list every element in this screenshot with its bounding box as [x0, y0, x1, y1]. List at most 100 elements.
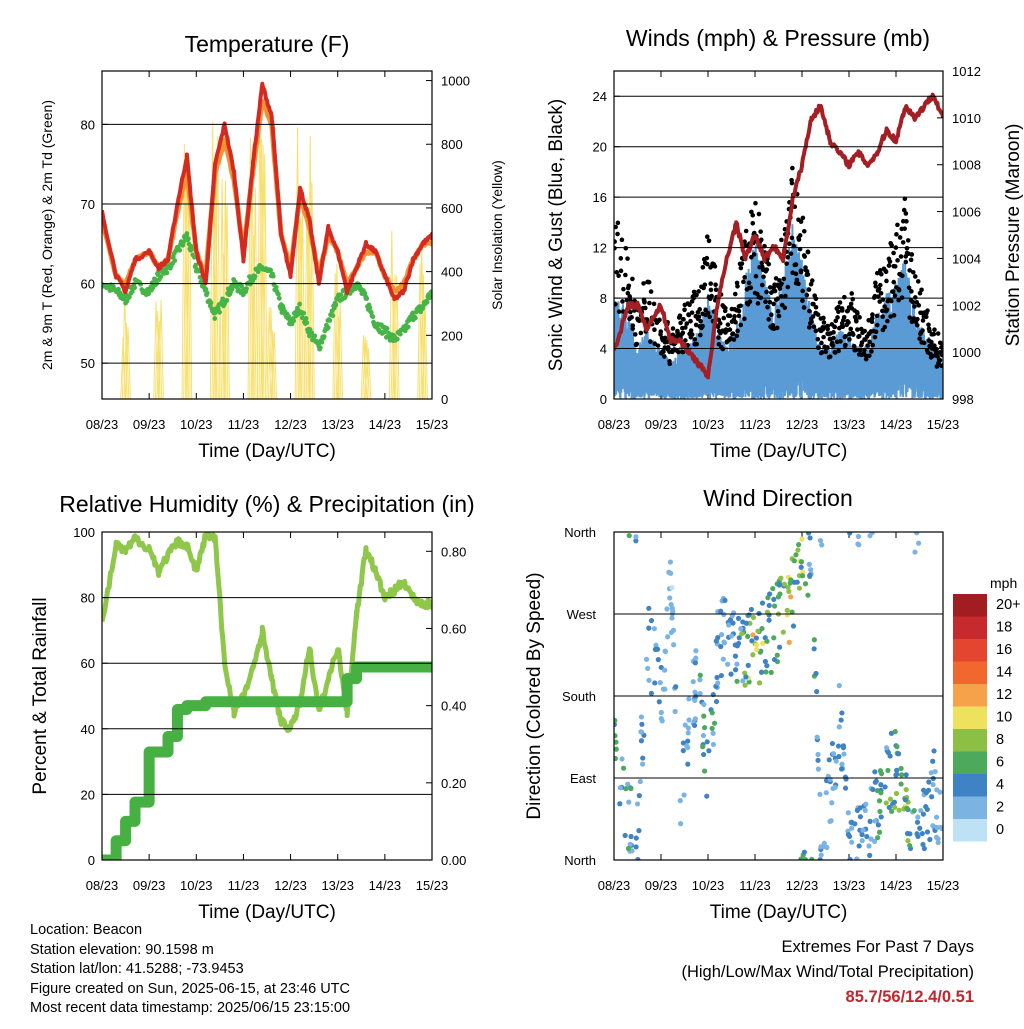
direction-point — [733, 667, 739, 673]
gust-point — [708, 281, 714, 286]
gust-point — [855, 327, 860, 332]
direction-point — [668, 629, 674, 636]
y2-tick-label: 998 — [952, 392, 974, 407]
direction-point — [931, 748, 937, 754]
direction-point — [671, 642, 677, 648]
panel-title: Temperature (F) — [185, 31, 350, 57]
gust-point — [750, 212, 756, 218]
direction-point — [806, 561, 812, 567]
dewpoint-point — [327, 318, 333, 323]
dewpoint-point — [255, 269, 261, 275]
gust-point — [932, 327, 937, 333]
gust-point — [891, 279, 897, 285]
direction-point — [691, 722, 698, 729]
colorbar-label: 6 — [996, 755, 1004, 771]
direction-point — [635, 856, 641, 860]
direction-point — [838, 766, 845, 772]
gust-point — [758, 229, 763, 234]
dewpoint-point — [244, 286, 249, 292]
gust-point — [753, 273, 759, 279]
gust-point — [869, 319, 875, 324]
direction-point — [710, 741, 717, 748]
direction-point — [878, 782, 884, 788]
gust-point — [884, 307, 890, 313]
direction-point — [798, 559, 805, 565]
gust-point — [766, 261, 772, 267]
gust-point — [731, 337, 737, 342]
dewpoint-point — [286, 314, 292, 320]
direction-point — [764, 663, 770, 669]
gust-point — [869, 315, 875, 321]
gust-point — [798, 219, 804, 224]
x-tick-label: 09/23 — [645, 417, 678, 432]
direction-point — [828, 818, 834, 824]
direction-point — [667, 559, 674, 565]
gust-point — [782, 305, 788, 311]
gust-point — [767, 285, 773, 290]
dewpoint-point — [132, 285, 138, 291]
gust-point — [779, 281, 784, 286]
gust-point — [708, 287, 714, 293]
gust-point — [896, 288, 902, 293]
direction-point — [815, 766, 822, 772]
direction-point — [847, 856, 853, 860]
direction-point — [669, 584, 675, 591]
direction-point — [668, 570, 674, 576]
temp-2m-line — [102, 81, 432, 302]
gust-point — [716, 317, 722, 323]
direction-point — [856, 542, 862, 548]
y2-tick-label: 800 — [441, 137, 463, 152]
x-tick-label: 11/23 — [739, 878, 771, 893]
colorbar-swatch — [953, 706, 987, 729]
gust-point — [736, 313, 742, 319]
direction-point — [786, 588, 792, 594]
gust-point — [747, 299, 753, 304]
direction-point — [819, 542, 825, 548]
gust-point — [896, 297, 901, 303]
direction-point — [789, 609, 795, 615]
direction-point — [891, 804, 898, 810]
direction-point — [662, 648, 669, 655]
direction-point — [796, 542, 802, 548]
x-axis-label: Time (Day/UTC) — [710, 441, 848, 462]
direction-point — [633, 534, 639, 540]
direction-point — [833, 758, 839, 764]
direction-point — [839, 710, 845, 716]
gust-point — [681, 317, 686, 322]
direction-point — [776, 581, 783, 587]
direction-point — [614, 739, 619, 745]
direction-point — [854, 856, 860, 860]
direction-point — [648, 690, 654, 696]
direction-point — [692, 660, 698, 666]
direction-point — [784, 612, 790, 618]
gust-point — [646, 279, 652, 285]
gust-point — [872, 293, 878, 299]
x-tick-label: 14/23 — [880, 417, 913, 432]
direction-point — [875, 835, 881, 841]
gust-point — [815, 312, 821, 317]
direction-point — [907, 842, 913, 849]
gust-point — [657, 317, 662, 323]
x-tick-label: 11/23 — [228, 417, 260, 432]
direction-point — [655, 657, 661, 663]
direction-point — [883, 800, 889, 806]
direction-point — [887, 796, 894, 802]
direction-point — [701, 751, 707, 758]
direction-point — [918, 807, 924, 814]
gust-point — [633, 342, 639, 348]
gust-point — [859, 340, 865, 345]
x-tick-label: 15/23 — [927, 878, 960, 893]
gust-point — [732, 314, 737, 319]
gust-point — [925, 308, 930, 313]
gust-point — [765, 304, 770, 310]
direction-point — [617, 785, 623, 791]
solar-line — [365, 348, 372, 399]
dewpoint-point — [164, 270, 170, 276]
gust-point — [785, 254, 791, 260]
direction-point — [756, 680, 763, 686]
direction-point — [715, 680, 721, 686]
gust-point — [873, 329, 879, 335]
direction-point — [920, 811, 927, 817]
gust-point — [702, 282, 708, 288]
direction-point — [785, 584, 791, 590]
